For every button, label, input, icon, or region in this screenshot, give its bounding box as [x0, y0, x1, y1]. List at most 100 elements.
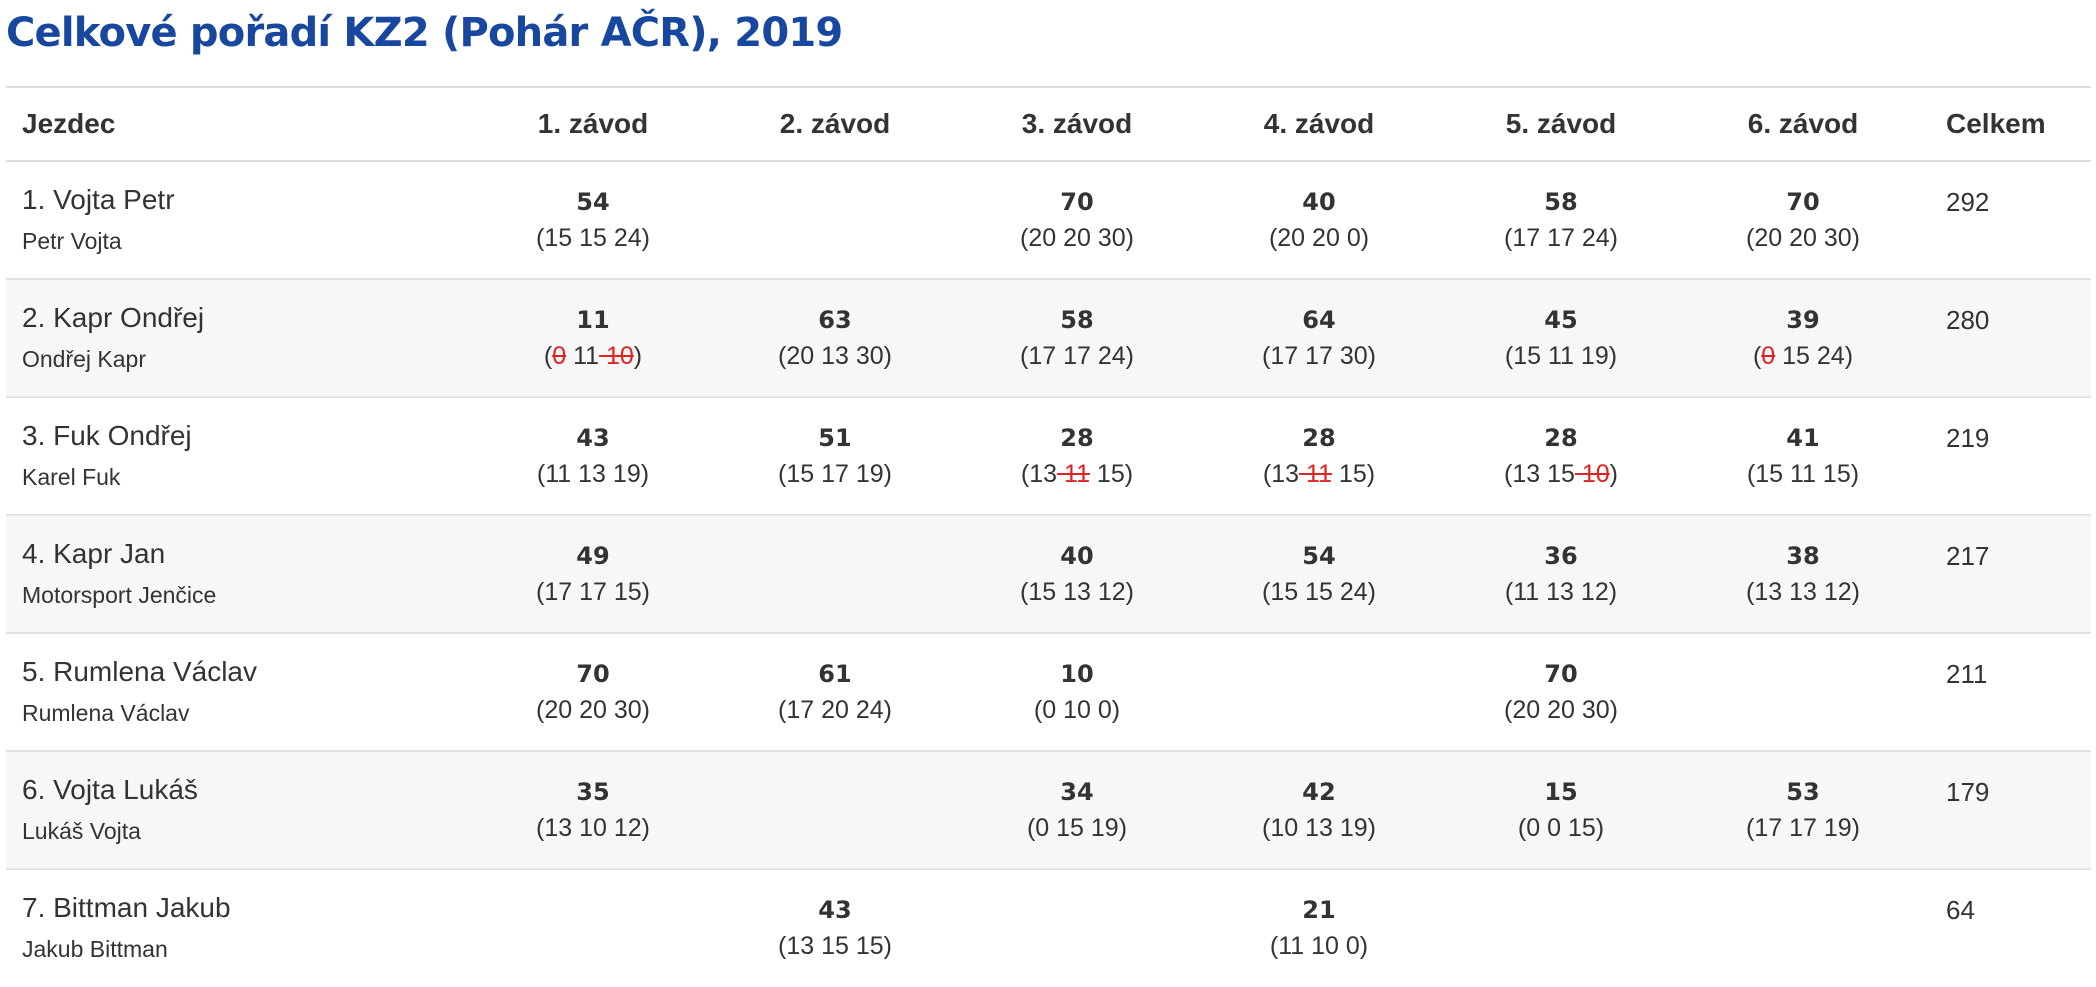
race-heat-points: (13 15 15) [778, 932, 892, 960]
race-heat-points: (0 11 10) [543, 342, 643, 370]
race-points-total: 34 [1060, 778, 1094, 806]
race-points-total: 28 [1060, 424, 1094, 452]
rider-cell: 3. Fuk Ondřej Karel Fuk [6, 397, 472, 516]
heat-points: 12 [1823, 578, 1852, 606]
heat-points: 12 [1580, 578, 1609, 606]
race-points-total: 35 [576, 778, 610, 806]
race-heat-points: (0 15 24) [1752, 342, 1854, 370]
heat-points: 20 [821, 696, 849, 724]
dropped-heat-points: 10 [605, 342, 634, 370]
rider-name: 6. Vojta Lukáš [22, 774, 198, 805]
total-points: 211 [1924, 633, 2091, 752]
heat-points: 24 [855, 696, 884, 724]
race-3-cell: 34 (0 15 19) [956, 751, 1198, 870]
race-1-cell: 49 (17 17 15) [472, 515, 714, 634]
race-points-total: 21 [1302, 896, 1336, 924]
heat-points: 17 [1028, 342, 1057, 370]
rider-cell: 7. Bittman Jakub Jakub Bittman [6, 869, 472, 987]
rider-team: Karel Fuk [22, 464, 121, 490]
race-5-cell: 36 (11 13 12) [1440, 515, 1682, 634]
heat-points: 20 [1312, 224, 1340, 252]
race-6-cell: 38 (13 13 12) [1682, 515, 1924, 634]
race-heat-points: (20 20 30) [536, 696, 650, 724]
race-heat-points: (0 15 19) [1026, 814, 1128, 842]
race-5-cell [1440, 869, 1682, 987]
rider-team: Ondřej Kapr [22, 346, 147, 372]
heat-points: 30 [1339, 342, 1368, 370]
race-4-cell [1198, 633, 1440, 752]
race-points-total: 38 [1786, 542, 1820, 570]
table-row: 7. Bittman Jakub Jakub Bittman 43 (13 15 15) 2… [6, 869, 2091, 987]
heat-points: 20 [1547, 696, 1575, 724]
heat-points: 20 [786, 342, 815, 370]
race-6-cell: 41 (15 11 15) [1682, 397, 1924, 516]
total-points: 64 [1946, 895, 1975, 925]
race-1-cell: 54 (15 15 24) [472, 161, 714, 280]
heat-points: 15 [1822, 460, 1851, 488]
rider-name: 4. Kapr Jan [22, 538, 166, 569]
table-body: 1. Vojta Petr Petr Vojta 54 (15 15 24) 70 (20 20… [6, 161, 2091, 987]
table-header: Jezdec 1. závod 2. závod 3. závod 4. záv… [6, 86, 2091, 162]
race-heat-points: (20 20 0) [1268, 224, 1370, 252]
heat-points: 13 [1271, 460, 1300, 488]
race-2-cell [714, 515, 956, 634]
race-points-total: 15 [1544, 778, 1578, 806]
race-points-total: 42 [1302, 778, 1336, 806]
heat-points: 11 [573, 342, 600, 370]
race-heat-points: (13 11 15) [1262, 460, 1376, 488]
race-heat-points: (11 13 12) [1504, 578, 1618, 606]
header-race-5: 5. závod [1440, 86, 1682, 162]
rider-name: 7. Bittman Jakub [22, 892, 231, 923]
race-4-cell: 28 (13 11 15) [1198, 397, 1440, 516]
race-2-cell [714, 751, 956, 870]
dropped-heat-points: 0 [552, 342, 567, 370]
race-4-cell: 42 (10 13 19) [1198, 751, 1440, 870]
race-heat-points: (17 17 30) [1262, 342, 1376, 370]
heat-points: 24 [1339, 578, 1368, 606]
race-points-total: 53 [1786, 778, 1820, 806]
heat-points: 12 [613, 814, 642, 842]
heat-points: 30 [1823, 224, 1852, 252]
race-heat-points: (20 20 30) [1504, 696, 1618, 724]
heat-points: 20 [1512, 696, 1541, 724]
race-points-total: 54 [576, 188, 610, 216]
rider-cell: 4. Kapr Jan Motorsport Jenčice [6, 515, 472, 634]
race-heat-points: (13 15 10) [1504, 460, 1618, 488]
race-heat-points: (17 17 15) [536, 578, 650, 606]
heat-points: 0 [1097, 696, 1112, 724]
race-2-cell: 61 (17 20 24) [714, 633, 956, 752]
race-6-cell [1682, 869, 1924, 987]
race-heat-points: (20 13 30) [778, 342, 892, 370]
heat-points: 24 [1097, 342, 1126, 370]
heat-points: 17 [579, 578, 607, 606]
heat-points: 10 [1063, 696, 1091, 724]
race-6-cell: 53 (17 17 19) [1682, 751, 1924, 870]
dropped-heat-points: 11 [1306, 460, 1332, 488]
heat-points: 17 [1789, 814, 1817, 842]
race-4-cell: 54 (15 15 24) [1198, 515, 1440, 634]
heat-points: 30 [1581, 696, 1610, 724]
heat-points: 0 [1035, 814, 1050, 842]
dropped-heat-points: 10 [1581, 460, 1610, 488]
race-6-cell [1682, 633, 1924, 752]
heat-points: 20 [1028, 224, 1057, 252]
total-points: 217 [1924, 515, 2091, 634]
heat-points: 13 [1789, 578, 1817, 606]
heat-points: 11 [545, 460, 572, 488]
race-3-cell: 28 (13 11 15) [956, 397, 1198, 516]
heat-points: 15 [1028, 578, 1057, 606]
heat-points: 15 [1547, 460, 1575, 488]
heat-points: 15 [855, 932, 884, 960]
table-row: 2. Kapr Ondřej Ondřej Kapr 11 (0 11 10) 63 (20 1… [6, 279, 2091, 398]
race-heat-points: (13 13 12) [1746, 578, 1860, 606]
heat-points: 13 [1512, 460, 1541, 488]
race-points-total: 41 [1786, 424, 1820, 452]
header-race-6: 6. závod [1682, 86, 1924, 162]
heat-points: 15 [1755, 460, 1784, 488]
race-heat-points: (11 10 0) [1269, 932, 1369, 960]
heat-points: 13 [821, 342, 849, 370]
race-5-cell: 28 (13 15 10) [1440, 397, 1682, 516]
race-points-total: 43 [818, 896, 852, 924]
race-points-total: 54 [1302, 542, 1336, 570]
heat-points: 20 [579, 696, 607, 724]
